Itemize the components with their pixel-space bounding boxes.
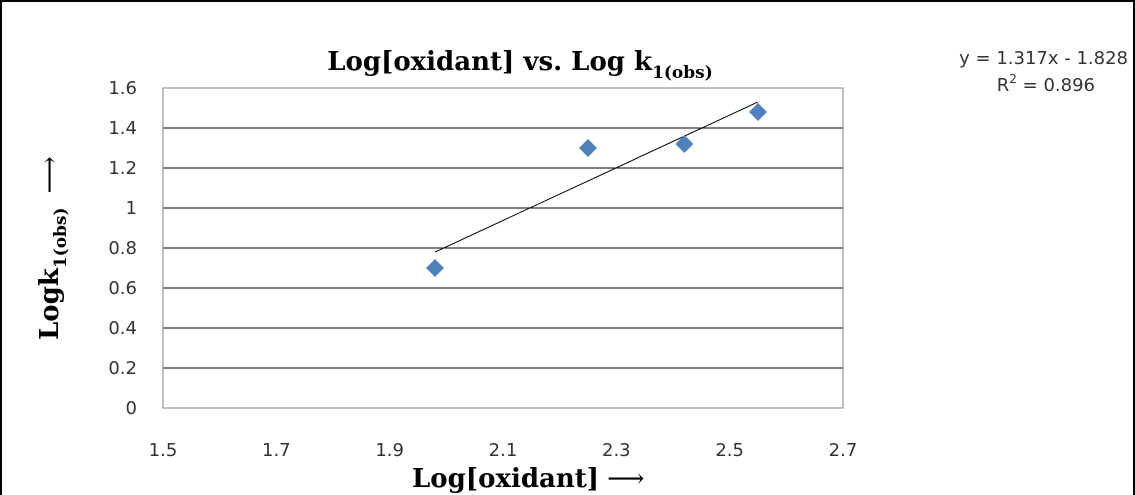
trendline bbox=[434, 101, 759, 253]
y-axis-title: Logk1(obs) ⟶ bbox=[35, 156, 71, 340]
data-points bbox=[426, 103, 767, 277]
plot-area bbox=[162, 87, 844, 409]
x-axis-title-text: Log[oxidant] bbox=[412, 464, 599, 494]
y-tick-label: 0.4 bbox=[108, 318, 137, 339]
r-squared-value: = 0.896 bbox=[1017, 75, 1095, 96]
y-tick-label: 0.8 bbox=[108, 238, 137, 259]
gridlines bbox=[163, 87, 843, 409]
y-tick-label: 1.2 bbox=[108, 158, 137, 179]
x-tick-label: 1.9 bbox=[375, 440, 404, 461]
x-tick-label: 1.7 bbox=[262, 440, 291, 461]
chart-title-subscript: 1(obs) bbox=[652, 63, 713, 83]
data-point-0-2 bbox=[675, 135, 694, 153]
data-point-0-0 bbox=[426, 259, 444, 277]
y-tick-label: 0.6 bbox=[108, 278, 137, 299]
trendline-equation: y = 1.317x - 1.828 R2 = 0.896 bbox=[959, 48, 1128, 96]
x-tick-label: 1.5 bbox=[149, 440, 178, 461]
x-tick-label: 2.3 bbox=[602, 440, 631, 461]
x-axis-title: Log[oxidant] ⟶ bbox=[412, 464, 644, 494]
y-tick-label: 1.4 bbox=[108, 118, 137, 139]
chart-title: Log[oxidant] vs. Log k1(obs) bbox=[327, 47, 713, 83]
y-axis-title-main: Logk bbox=[35, 267, 65, 340]
x-tick-label: 2.1 bbox=[489, 440, 518, 461]
equation-text: y = 1.317x - 1.828 bbox=[959, 48, 1128, 69]
r-squared-text: R2 = 0.896 bbox=[997, 72, 1095, 96]
x-axis-arrow: ⟶ bbox=[607, 464, 644, 494]
data-point-0-3 bbox=[749, 103, 767, 121]
y-tick-label: 1.6 bbox=[108, 78, 137, 99]
x-tick-label: 2.7 bbox=[829, 440, 858, 461]
r-squared-superscript: 2 bbox=[1009, 72, 1017, 86]
x-tick-label: 2.5 bbox=[715, 440, 744, 461]
y-axis-title-subscript: 1(obs) bbox=[51, 207, 71, 268]
y-axis-ticks: 0 0.2 0.4 0.6 0.8 1 1.2 1.4 1.6 bbox=[108, 78, 137, 419]
r-squared-prefix: R bbox=[997, 75, 1010, 96]
y-tick-label: 0.2 bbox=[108, 358, 137, 379]
data-point-0-1 bbox=[579, 139, 597, 157]
y-tick-label: 0 bbox=[126, 398, 137, 419]
y-tick-label: 1 bbox=[126, 198, 137, 219]
x-axis-ticks: 1.5 1.7 1.9 2.1 2.3 2.5 2.7 bbox=[149, 440, 858, 461]
y-axis-arrow: ⟶ bbox=[35, 156, 65, 193]
chart-title-main: Log[oxidant] vs. Log k bbox=[327, 47, 653, 77]
